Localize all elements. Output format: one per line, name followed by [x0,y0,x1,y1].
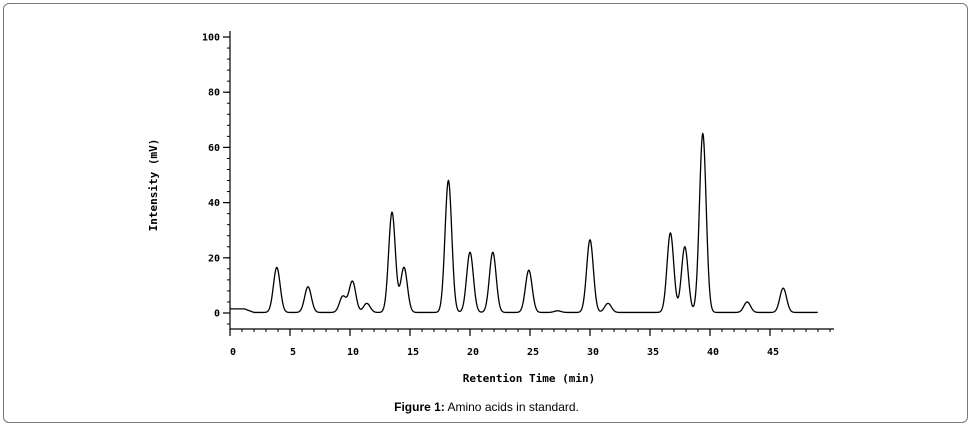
x-tick-label: 15 [407,347,419,358]
y-tick-label: 20 [208,253,220,264]
chromatogram-trace [230,132,818,314]
x-tick-label: 25 [527,347,539,358]
y-tick-label: 0 [214,309,220,320]
chart-ticks: 0 20 40 60 80 100 0 5 10 15 20 25 30 35 40 45 [202,33,831,358]
x-tick-label: 5 [290,347,296,358]
caption-label: Figure 1: [394,400,445,414]
x-tick-label: 35 [647,347,659,358]
y-tick-label: 100 [202,33,220,44]
caption-text: Amino acids in standard. [444,400,579,414]
y-tick-label: 40 [208,198,220,209]
x-tick-label: 0 [230,347,236,358]
figure-caption: Figure 1: Amino acids in standard. [4,400,969,414]
x-tick-label: 45 [767,347,779,358]
y-tick-label: 80 [208,88,220,99]
x-tick-label: 10 [347,347,359,358]
x-tick-label: 40 [707,347,719,358]
figure-frame: 0 20 40 60 80 100 0 5 10 15 20 25 30 35 40 45 Retention… [3,3,968,423]
x-axis-title: Retention Time (min) [463,372,595,385]
x-tick-label: 20 [467,347,479,358]
y-axis-title: Intensity (mV) [147,139,160,232]
chromatogram-chart: 0 20 40 60 80 100 0 5 10 15 20 25 30 35 40 45 Retention… [147,31,834,385]
x-tick-label: 30 [587,347,599,358]
y-tick-label: 60 [208,143,220,154]
